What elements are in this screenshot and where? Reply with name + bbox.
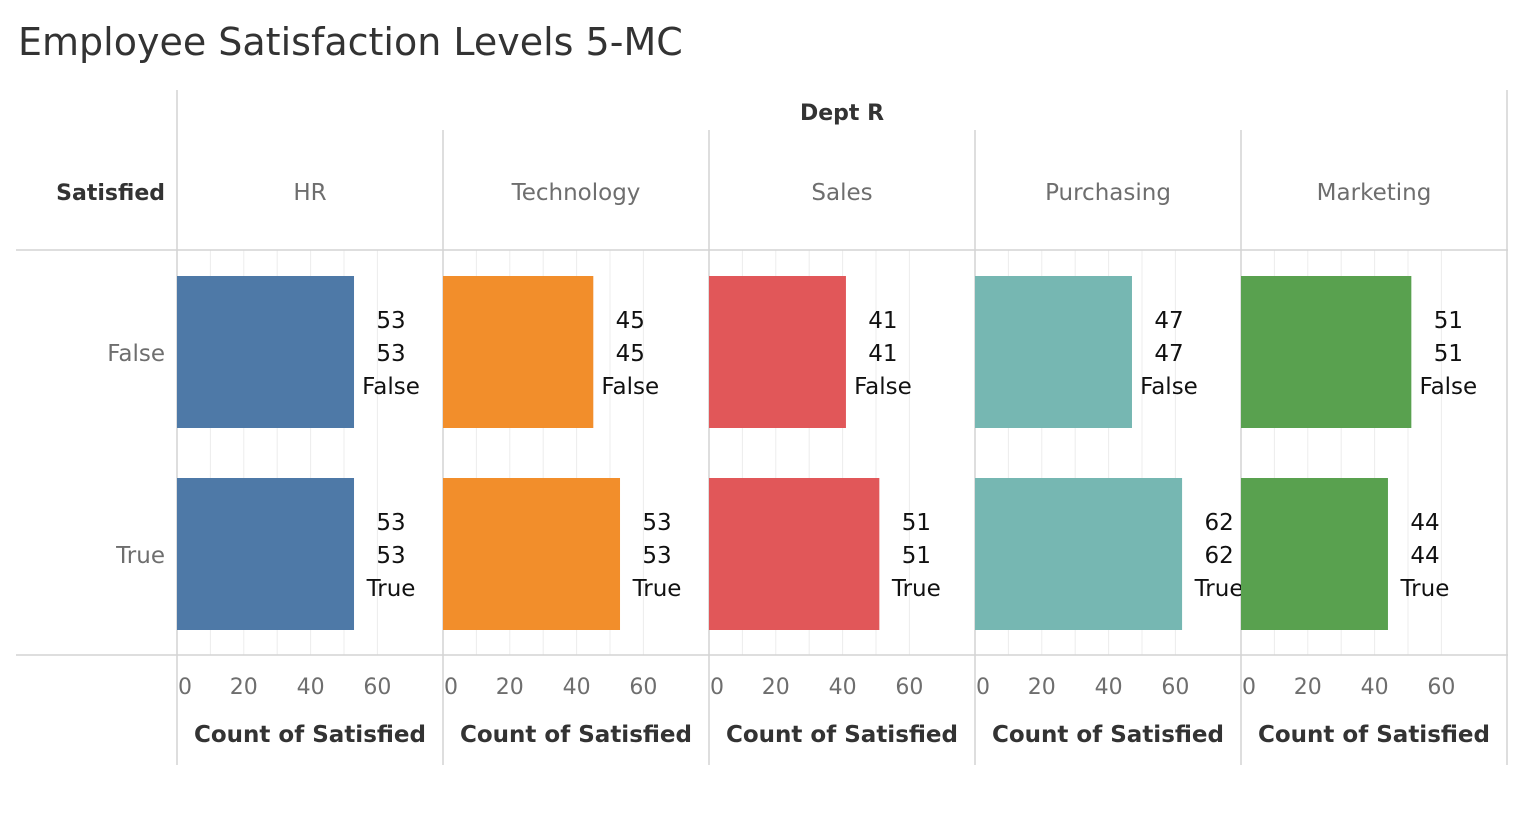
data-label: 45 bbox=[616, 341, 645, 367]
bar-sales-false[interactable] bbox=[709, 276, 846, 428]
data-label: 53 bbox=[376, 341, 405, 367]
x-axis-title: Count of Satisfied bbox=[726, 722, 958, 748]
bar-hr-true[interactable] bbox=[177, 478, 355, 630]
data-label: True bbox=[632, 576, 682, 602]
column-header-technology: Technology bbox=[511, 180, 641, 206]
data-label: False bbox=[601, 374, 659, 400]
x-tick-label: 0 bbox=[444, 675, 458, 700]
bar-technology-false[interactable] bbox=[443, 276, 594, 428]
data-label: False bbox=[1419, 374, 1477, 400]
x-tick-label: 40 bbox=[297, 675, 325, 700]
x-tick-label: 20 bbox=[762, 675, 790, 700]
data-label: 53 bbox=[376, 308, 405, 334]
row-label-false: False bbox=[107, 341, 165, 367]
x-tick-label: 40 bbox=[829, 675, 857, 700]
x-tick-label: 20 bbox=[1294, 675, 1322, 700]
data-label: 62 bbox=[1204, 510, 1233, 536]
bar-marketing-true[interactable] bbox=[1241, 478, 1388, 630]
x-axis-title: Count of Satisfied bbox=[194, 722, 426, 748]
data-label: 53 bbox=[376, 510, 405, 536]
column-header-sales: Sales bbox=[811, 180, 872, 206]
data-label: False bbox=[854, 374, 912, 400]
data-label: 47 bbox=[1154, 341, 1183, 367]
data-label: False bbox=[1140, 374, 1198, 400]
chart-title: Employee Satisfaction Levels 5-MC bbox=[18, 20, 683, 64]
x-tick-label: 20 bbox=[496, 675, 524, 700]
data-label: 51 bbox=[902, 543, 931, 569]
row-label-true: True bbox=[115, 543, 165, 569]
data-label: True bbox=[1194, 576, 1244, 602]
x-tick-label: 60 bbox=[1161, 675, 1189, 700]
x-tick-label: 0 bbox=[178, 675, 192, 700]
data-label: 51 bbox=[1434, 341, 1463, 367]
x-tick-label: 60 bbox=[363, 675, 391, 700]
data-label: 51 bbox=[1434, 308, 1463, 334]
column-header-purchasing: Purchasing bbox=[1045, 180, 1171, 206]
data-label: 53 bbox=[642, 510, 671, 536]
data-label: 44 bbox=[1410, 543, 1439, 569]
bar-purchasing-false[interactable] bbox=[975, 276, 1132, 428]
data-label: True bbox=[1400, 576, 1450, 602]
data-label: 51 bbox=[902, 510, 931, 536]
bar-purchasing-true[interactable] bbox=[975, 478, 1183, 630]
x-tick-label: 40 bbox=[563, 675, 591, 700]
bar-hr-false[interactable] bbox=[177, 276, 355, 428]
x-tick-label: 40 bbox=[1095, 675, 1123, 700]
column-header-marketing: Marketing bbox=[1317, 180, 1432, 206]
data-label: 44 bbox=[1410, 510, 1439, 536]
x-axis-title: Count of Satisfied bbox=[1258, 722, 1490, 748]
data-label: 41 bbox=[868, 341, 897, 367]
data-label: False bbox=[362, 374, 420, 400]
x-tick-label: 60 bbox=[895, 675, 923, 700]
data-label: True bbox=[366, 576, 416, 602]
x-tick-label: 40 bbox=[1361, 675, 1389, 700]
data-label: 45 bbox=[616, 308, 645, 334]
x-tick-label: 0 bbox=[710, 675, 724, 700]
data-label: 53 bbox=[376, 543, 405, 569]
x-tick-label: 60 bbox=[629, 675, 657, 700]
bar-sales-true[interactable] bbox=[709, 478, 880, 630]
x-tick-label: 0 bbox=[976, 675, 990, 700]
row-dimension-title: Satisfied bbox=[56, 181, 165, 206]
column-header-hr: HR bbox=[293, 180, 326, 206]
data-label: 47 bbox=[1154, 308, 1183, 334]
data-label: 62 bbox=[1204, 543, 1233, 569]
data-label: 53 bbox=[642, 543, 671, 569]
x-axis-title: Count of Satisfied bbox=[992, 722, 1224, 748]
data-label: True bbox=[891, 576, 941, 602]
x-axis-title: Count of Satisfied bbox=[460, 722, 692, 748]
x-tick-label: 0 bbox=[1242, 675, 1256, 700]
x-tick-label: 20 bbox=[230, 675, 258, 700]
bar-marketing-false[interactable] bbox=[1241, 276, 1412, 428]
bar-technology-true[interactable] bbox=[443, 478, 621, 630]
x-tick-label: 60 bbox=[1427, 675, 1455, 700]
x-tick-label: 20 bbox=[1028, 675, 1056, 700]
data-label: 41 bbox=[868, 308, 897, 334]
column-dimension-title: Dept R bbox=[800, 101, 884, 126]
